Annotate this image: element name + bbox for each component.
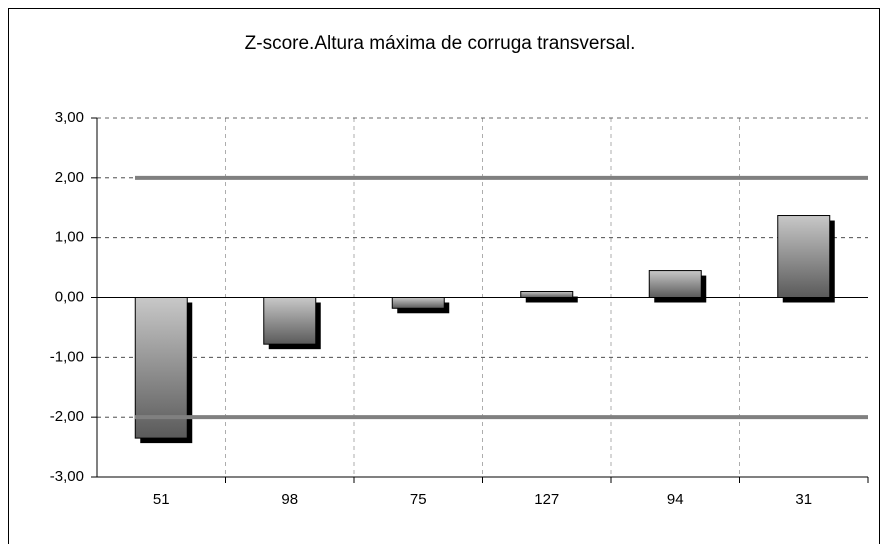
y-tick-label: 0,00 — [55, 288, 84, 305]
x-tick-label: 51 — [153, 491, 170, 508]
y-tick-label: 2,00 — [55, 169, 84, 186]
x-tick-label: 75 — [410, 491, 427, 508]
y-tick-label: 1,00 — [55, 229, 84, 246]
y-tick-label: -3,00 — [50, 468, 84, 485]
chart-title: Z-score.Altura máxima de corruga transve… — [245, 33, 636, 54]
bar — [263, 297, 317, 345]
bar — [777, 215, 831, 298]
bar — [520, 291, 574, 298]
bar — [648, 270, 702, 299]
x-tick-label: 94 — [667, 491, 684, 508]
x-tick-label: 31 — [795, 491, 812, 508]
chart-frame — [8, 8, 880, 544]
bar-shadow — [525, 296, 578, 303]
bar — [391, 297, 445, 309]
bar — [134, 297, 188, 439]
x-tick-label: 98 — [281, 491, 298, 508]
y-tick-label: -1,00 — [50, 348, 84, 365]
x-tick-label: 127 — [534, 491, 559, 508]
y-tick-label: -2,00 — [50, 408, 84, 425]
y-tick-label: 3,00 — [55, 109, 84, 126]
